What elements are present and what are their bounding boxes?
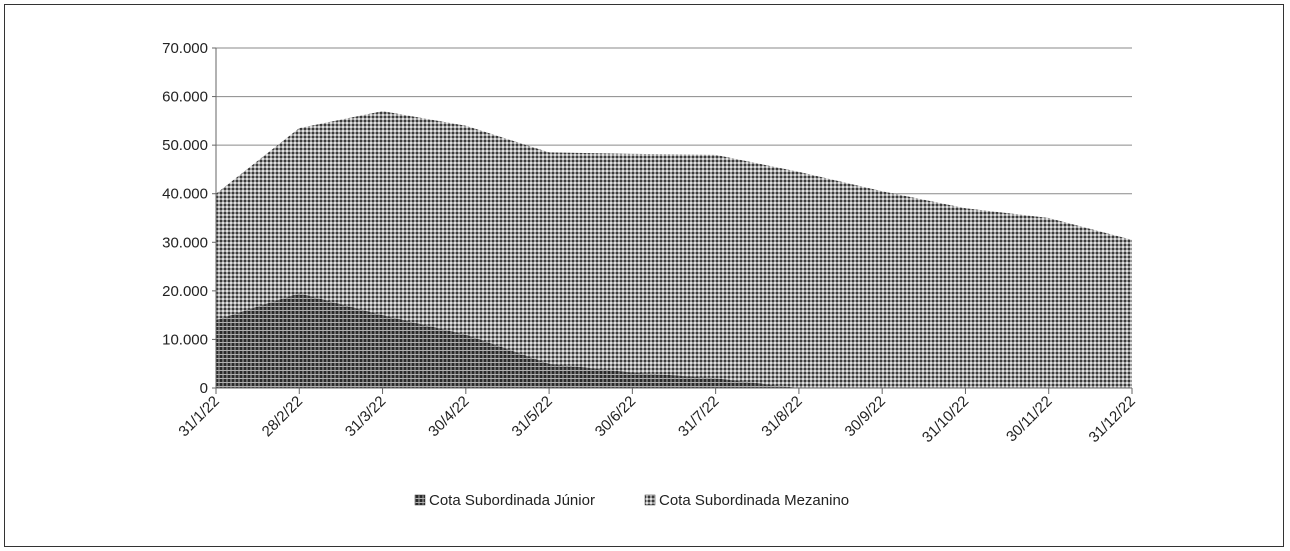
x-tick-label: 31/5/22 [509,393,556,440]
x-tick-label: 31/8/22 [758,393,805,440]
legend-label-mezanino: Cota Subordinada Mezanino [659,492,849,509]
x-tick-label: 30/11/22 [1003,393,1056,446]
y-tick-label: 70.000 [162,40,208,57]
y-tick-label: 60.000 [162,89,208,106]
area-series-mezanino [216,111,1132,389]
x-tick-label: 30/9/22 [842,393,889,440]
x-tick-label: 31/3/22 [342,393,389,440]
y-tick-label: 50.000 [162,137,208,154]
legend: Cota Subordinada Júnior Cota Subordinada … [414,492,849,509]
x-tick-label: 31/10/22 [919,393,972,446]
x-tick-label: 30/4/22 [425,393,472,440]
x-tick-label: 30/6/22 [592,393,639,440]
y-tick-label: 20.000 [162,283,208,300]
y-tick-label: 10.000 [162,331,208,348]
area-series-junior [216,293,1132,388]
y-tick-label: 40.000 [162,186,208,203]
legend-swatch-junior [414,494,426,506]
y-tick-label: 0 [200,380,208,397]
x-tick-label: 28/2/22 [259,393,306,440]
x-tick-label: 31/1/22 [175,393,222,440]
y-tick-label: 30.000 [162,234,208,251]
legend-swatch-mezanino [644,494,656,506]
legend-label-junior: Cota Subordinada Júnior [429,492,595,509]
area-series [216,111,1132,389]
x-tick-label: 31/7/22 [675,393,722,440]
x-tick-label: 31/12/22 [1086,393,1139,446]
